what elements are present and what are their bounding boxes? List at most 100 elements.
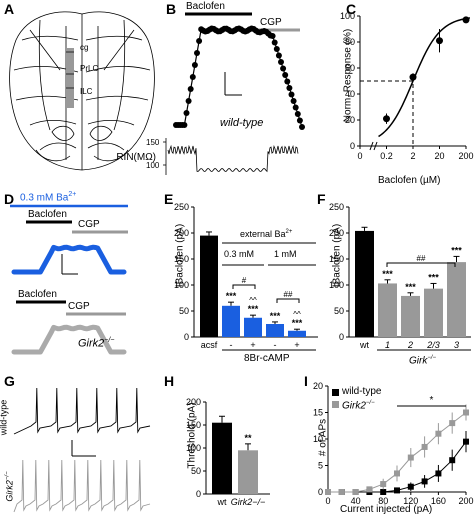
e-sig-label: ***	[270, 311, 281, 321]
cgp-bottom-label: CGP	[68, 301, 90, 312]
rin-ylabel: RIN(MΩ)	[116, 152, 156, 163]
chart-f: 0 50 100 150 200 250 wt *** 1 *** 2 *** 2/3 *** 3 ##	[329, 202, 471, 351]
h-ytick-label: 0	[196, 489, 201, 499]
c-fit-curve	[378, 17, 471, 138]
chart-h: 0 50 100 150 200 wt ** Girk2−/−	[186, 397, 270, 507]
baclofen-top-label: Baclofen	[28, 209, 67, 220]
panel-c: C 0 20 40 60 80 100 0 0.2 2 20 200 Norm. Response …	[320, 0, 474, 190]
c-xtick-label: 0	[357, 151, 362, 161]
f-ytick-label: 150	[329, 254, 344, 264]
rin-tick-low: 100	[146, 161, 160, 170]
f-group-sig: ##	[417, 254, 426, 263]
e-ytick-label: 150	[174, 254, 189, 264]
holding-point	[183, 110, 190, 116]
cgp-label: CGP	[260, 17, 282, 28]
c-ytick-label: 80	[345, 37, 355, 47]
holding-point	[288, 91, 295, 98]
trace-wt-ba	[11, 244, 127, 275]
c-xtick-label: 0.2	[380, 151, 393, 161]
e-bar	[222, 305, 240, 337]
chart-e: 050100150200250acsf***-***^^+***-***^^+#…	[174, 202, 318, 351]
h-xtick-label: Girk2−/−	[231, 497, 266, 507]
baclofen-label: Baclofen	[186, 1, 225, 12]
f-sig-label: ***	[382, 269, 393, 279]
i-point	[463, 409, 469, 416]
i-point	[421, 443, 428, 450]
chart-c-xlabel: Baclofen (µM)	[378, 175, 441, 186]
holding-point	[194, 50, 200, 56]
h-sig-label: **	[244, 433, 252, 443]
e-bar	[200, 235, 218, 337]
e-bar	[244, 317, 262, 337]
external-ba-label: external Ba2+	[240, 229, 293, 239]
i-ytick-label: 5	[318, 461, 323, 471]
region-ilc: ILC	[80, 87, 93, 96]
c-point	[436, 37, 443, 45]
i-ytick-label: 10	[313, 434, 323, 444]
c-axis-break	[369, 141, 378, 151]
e-sig-label: ***	[226, 291, 237, 301]
holding-point	[282, 72, 289, 78]
panel-a-letter: A	[4, 1, 15, 17]
ap-trace-ko	[13, 459, 151, 513]
panel-i-letter: I	[304, 373, 308, 389]
panel-c-letter: C	[346, 1, 357, 17]
i-point	[366, 486, 373, 493]
holding-point	[185, 98, 192, 104]
i-ytick-label: 15	[313, 408, 323, 418]
conc-low-label: 0.3 mM	[224, 249, 255, 259]
f-xtick-label: 3	[454, 340, 459, 350]
e-extra-mark: ^^	[249, 296, 257, 305]
f-ytick-label: 200	[329, 228, 344, 238]
region-cg: cg	[80, 43, 88, 52]
f-xtick-label: 2/3	[426, 340, 440, 350]
h-ytick-label: 100	[186, 443, 201, 453]
e-pair-2-label: ##	[284, 290, 293, 299]
ba-label: 0.3 mM Ba2+	[20, 191, 77, 204]
holding-point	[275, 52, 282, 59]
region-prlc: PrLC	[80, 64, 98, 73]
brain-schematic: cg PrLC ILC	[9, 11, 155, 171]
holding-point	[269, 33, 276, 39]
ap-trace-wt	[13, 387, 151, 435]
e-sig-label: ***	[292, 318, 303, 328]
panel-a: A cg PrLC ILC	[0, 0, 165, 180]
i-legend-marker-wt	[332, 389, 339, 396]
c-point	[462, 16, 470, 24]
recording-region-highlight	[66, 48, 74, 108]
h-bar	[212, 422, 232, 494]
holding-point	[189, 74, 196, 80]
c-ytick-label: 60	[345, 63, 355, 73]
c-ytick-label: 40	[345, 89, 355, 99]
holding-point	[286, 85, 293, 91]
chart-e-ylabel: IBaclofen (pA)	[174, 223, 186, 288]
dose-response-chart: 0 20 40 60 80 100 0 0.2 2 20 200	[340, 11, 474, 161]
i-sig-label: *	[430, 395, 434, 406]
e-xtick-label: +	[294, 340, 299, 350]
e-ytick-label: 50	[179, 306, 189, 316]
holding-point	[280, 65, 287, 72]
c-point	[409, 73, 417, 81]
f-sig-label: ***	[428, 272, 439, 282]
i-xtick-label: 200	[458, 496, 473, 506]
f-group-bracket	[386, 262, 456, 267]
c-ytick-label: 100	[340, 11, 355, 21]
i-point	[435, 470, 442, 477]
i-ytick-label: 20	[313, 381, 323, 391]
c-ytick-label: 0	[350, 141, 355, 151]
i-point	[407, 454, 414, 461]
panel-e: E 0 50 100 150 200 250 acsf *** - *** ^^ + *** - *** ^^…	[160, 192, 320, 370]
holding-point	[191, 62, 198, 68]
chart-c-ylabel: Norm. Response (%)	[342, 28, 354, 123]
f-sig-label: ***	[405, 282, 416, 292]
holding-point	[181, 122, 188, 128]
h-ytick-label: 50	[191, 466, 201, 476]
i-point	[463, 438, 469, 445]
i-legend-marker-ko	[332, 401, 339, 408]
i-point	[407, 483, 414, 490]
row-ko-label: Girk2−/−	[4, 471, 15, 502]
i-point	[380, 489, 387, 495]
h-bar	[238, 450, 258, 494]
panel-b-letter: B	[166, 1, 177, 17]
